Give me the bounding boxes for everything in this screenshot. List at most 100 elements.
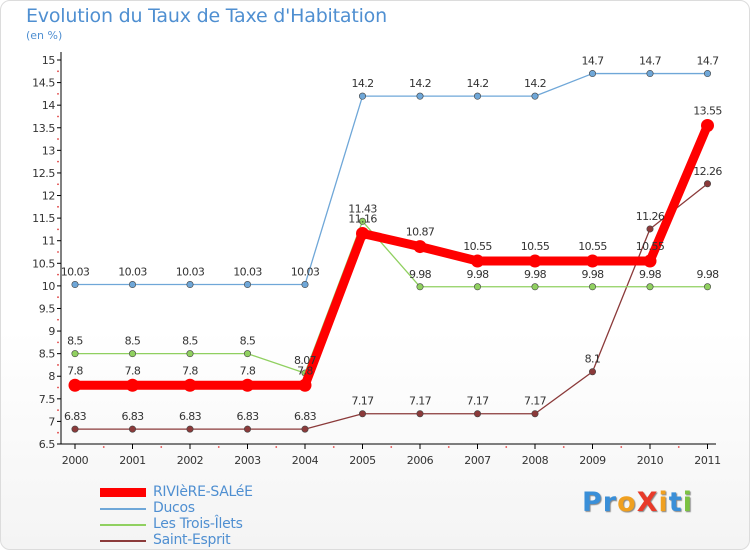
data-label: 14.7: [696, 55, 719, 68]
data-label: 10.03: [61, 266, 90, 279]
data-label: 8.1: [585, 353, 601, 366]
logo-letter: o: [617, 487, 637, 518]
x-minor-tick: [332, 446, 335, 448]
data-point: [531, 410, 539, 418]
y-minor-tick: [57, 364, 59, 366]
data-point: [473, 410, 481, 418]
data-point: [416, 410, 424, 418]
data-label: 10.55: [578, 240, 607, 253]
x-minor-tick: [447, 446, 450, 448]
data-point: [531, 283, 539, 291]
data-label: 14.7: [639, 55, 662, 68]
y-tick-label: 9.5: [39, 302, 56, 315]
logo-letter: P: [582, 487, 603, 518]
y-minor-tick: [57, 160, 59, 163]
y-minor-tick: [57, 386, 59, 389]
y-minor-tick: [57, 341, 59, 344]
y-tick-label: 11: [42, 235, 55, 248]
legend-item: RIVIèRE-SALéE: [100, 484, 360, 500]
data-label: 11.26: [636, 210, 665, 223]
data-point: [416, 283, 424, 291]
data-point: [241, 378, 254, 392]
data-label: 11.43: [348, 202, 377, 215]
legend-swatch: [100, 488, 146, 497]
data-label: 8.07: [294, 354, 317, 367]
data-label: 7.17: [351, 395, 374, 408]
logo-letter: i: [658, 487, 669, 518]
data-label: 8.5: [240, 335, 256, 348]
data-label: 6.83: [294, 410, 317, 423]
data-label: 7.8: [125, 364, 141, 377]
x-tick-label: 2005: [349, 454, 376, 467]
data-label: 7.17: [466, 395, 489, 408]
data-label: 10.03: [291, 266, 320, 279]
data-point: [643, 254, 657, 268]
data-label: 6.83: [121, 410, 144, 423]
y-minor-tick: [57, 228, 59, 231]
y-minor-tick: [57, 115, 59, 118]
x-tick-label: 2004: [292, 454, 319, 467]
data-point: [646, 283, 654, 291]
data-label: 9.98: [696, 268, 719, 281]
data-point: [301, 425, 309, 433]
data-label: 11.16: [348, 212, 377, 225]
data-label: 14.2: [524, 77, 546, 90]
x-minor-tick: [160, 446, 163, 448]
series-line: [74, 220, 709, 374]
data-label: 7.8: [240, 364, 256, 377]
data-point: [528, 254, 542, 268]
data-point: [646, 225, 654, 233]
y-minor-tick: [57, 92, 59, 95]
y-minor-tick: [57, 409, 59, 412]
y-tick-label: 8.5: [39, 348, 56, 361]
data-point: [416, 92, 424, 100]
data-label: 8.5: [182, 335, 198, 348]
data-point: [473, 92, 481, 100]
chart-title: Evolution du Taux de Taxe d'Habitation: [26, 5, 387, 27]
x-tick-label: 2011: [694, 454, 720, 467]
legend-item: Saint-Esprit: [100, 532, 360, 548]
data-point: [183, 378, 197, 392]
y-tick-label: 14: [42, 99, 56, 112]
x-minor-tick: [620, 446, 623, 448]
data-point: [71, 281, 79, 289]
legend-label: Les Trois-Îlets: [153, 516, 243, 532]
x-tick-label: 2010: [637, 454, 664, 467]
data-point: [701, 119, 714, 133]
y-tick-label: 9: [48, 325, 55, 338]
y-tick-label: 13.5: [32, 122, 55, 135]
x-tick-label: 2007: [464, 454, 491, 467]
data-point: [473, 283, 481, 291]
data-label: 6.83: [236, 410, 259, 423]
y-tick-label: 8: [48, 370, 55, 383]
data-point: [186, 281, 194, 289]
x-minor-tick: [505, 446, 508, 448]
x-tick-label: 2009: [579, 454, 606, 467]
data-point: [126, 378, 139, 392]
data-label: 9.98: [524, 268, 547, 281]
legend-label: RIVIèRE-SALéE: [153, 484, 253, 500]
data-label: 9.98: [409, 268, 432, 281]
data-point: [244, 281, 252, 289]
x-tick-label: 2001: [119, 454, 145, 467]
data-point: [358, 410, 366, 418]
data-point: [298, 378, 312, 392]
data-label: 9.98: [466, 268, 489, 281]
y-tick-label: 13: [42, 144, 56, 157]
data-point: [588, 283, 596, 291]
data-point: [703, 180, 711, 188]
data-point: [186, 350, 194, 358]
data-label: 10.55: [463, 240, 492, 253]
x-tick-label: 2000: [62, 454, 89, 467]
x-minor-tick: [275, 446, 278, 448]
y-tick-label: 11.5: [32, 212, 55, 225]
data-point: [244, 350, 252, 358]
data-label: 10.55: [521, 240, 550, 253]
logo-letter: r: [602, 487, 618, 518]
data-label: 7.8: [67, 364, 83, 377]
y-tick-label: 7: [48, 415, 55, 428]
y-minor-tick: [57, 273, 59, 276]
logo-letter: X: [636, 487, 659, 518]
x-minor-tick: [217, 446, 220, 448]
